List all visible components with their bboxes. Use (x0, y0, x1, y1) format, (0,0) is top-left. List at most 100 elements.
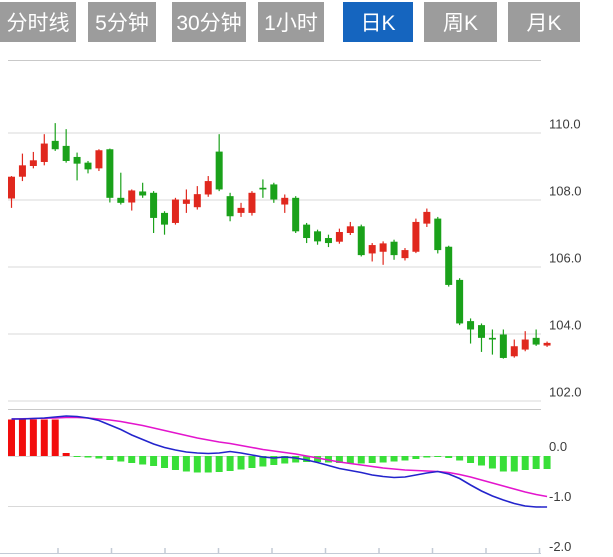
macd-histogram-bar (499, 456, 507, 472)
candle-body (73, 156, 81, 164)
candle-body (303, 224, 311, 239)
macd-histogram-bar (51, 419, 59, 456)
macd-histogram-bar (117, 456, 125, 462)
macd-histogram-bar (412, 456, 420, 459)
candle-body (29, 160, 37, 166)
macd-histogram-bar (281, 456, 289, 464)
candle-body (128, 190, 136, 203)
price-axis-label: 110.0 (549, 117, 581, 132)
candle-body (390, 241, 398, 256)
candle-body (335, 231, 343, 242)
candle-body (84, 162, 92, 170)
candle-body (171, 199, 179, 223)
macd-histogram-bar (488, 456, 496, 469)
macd-histogram-bar (40, 419, 48, 456)
candle-body (346, 226, 354, 233)
macd-histogram-bar (368, 456, 376, 463)
candle-body (521, 339, 529, 350)
candle-body (204, 181, 212, 195)
candle-body (117, 197, 125, 203)
candle-body (95, 150, 103, 169)
tab-daily-k[interactable]: 日K (343, 2, 413, 42)
candle-body (193, 194, 201, 208)
macd-histogram-bar (182, 456, 190, 472)
candle-body (237, 207, 245, 213)
candle-body (106, 149, 114, 198)
candle-body (182, 199, 190, 204)
candle-body (270, 184, 278, 200)
macd-histogram-bar (106, 456, 114, 460)
candle-body (51, 140, 59, 150)
candle-body (18, 165, 26, 177)
macd-histogram-bar (335, 456, 343, 463)
macd-histogram-bar (204, 456, 212, 473)
candle-body (357, 226, 365, 256)
tab-weekly-k[interactable]: 周K (424, 2, 497, 42)
tab-minute-line[interactable]: 分时线 (0, 2, 76, 42)
price-axis-label: 108.0 (549, 184, 582, 199)
macd-histogram-bar (193, 456, 201, 473)
candle-body (8, 176, 15, 199)
macd-histogram-bar (270, 456, 278, 465)
candle-body (248, 192, 256, 213)
macd-histogram-bar (18, 419, 26, 456)
candle-body (226, 196, 234, 217)
macd-histogram-bar (445, 456, 453, 458)
candle-body (434, 218, 442, 251)
macd-histogram-bar (379, 456, 387, 463)
macd-histogram-bar (467, 456, 475, 463)
macd-histogram-bar (401, 456, 409, 461)
candle-body (40, 143, 48, 162)
macd-histogram-bar (139, 456, 147, 465)
candle-body (215, 151, 223, 190)
macd-histogram-bar (292, 456, 300, 463)
macd-histogram-bar (161, 456, 169, 468)
candle-body (314, 231, 322, 242)
candle-body (445, 246, 453, 285)
macd-histogram-bar (423, 456, 431, 458)
macd-histogram-bar (8, 419, 15, 456)
candle-body (532, 337, 540, 345)
macd-histogram-bar (150, 456, 158, 466)
macd-histogram-bar (171, 456, 179, 470)
macd-histogram-bar (543, 456, 551, 469)
macd-histogram-bar (477, 456, 485, 466)
dea-line (11, 416, 548, 498)
candle-body (379, 243, 387, 252)
tab-1hour[interactable]: 1小时 (258, 2, 324, 42)
tab-5min[interactable]: 5分钟 (88, 2, 156, 42)
macd-histogram-bar (29, 419, 37, 456)
macd-histogram-bar (226, 456, 234, 471)
macd-histogram-bar (73, 456, 81, 457)
timeframe-toolbar: 分时线 5分钟 30分钟 1小时 日K 周K 月K (0, 2, 580, 42)
macd-histogram-bar (215, 456, 223, 472)
macd-histogram-bar (390, 456, 398, 462)
candle-body (401, 250, 409, 259)
tab-monthly-k[interactable]: 月K (508, 2, 580, 42)
candle-body (456, 279, 464, 324)
candle-body (259, 187, 267, 190)
macd-histogram-bar (357, 456, 365, 464)
macd-histogram-bar (510, 456, 518, 472)
candle-body (324, 238, 332, 244)
candle-body (467, 321, 475, 330)
price-axis-label: 106.0 (549, 251, 582, 266)
macd-axis-label: 0.0 (549, 439, 567, 454)
tab-30min[interactable]: 30分钟 (172, 2, 246, 42)
macd-histogram-bar (532, 456, 540, 469)
macd-histogram-bar (259, 456, 267, 467)
macd-histogram-bar (237, 456, 245, 470)
dif-line (11, 415, 548, 508)
macd-axis-label: -1.0 (549, 489, 571, 504)
candle-body (368, 245, 376, 254)
candle-body (62, 145, 70, 161)
macd-histogram-bar (95, 456, 103, 459)
macd-histogram-bar (346, 456, 354, 464)
candle-body (477, 325, 485, 338)
macd-histogram-bar (303, 456, 311, 462)
candle-body (499, 334, 507, 358)
candle-body (423, 211, 431, 224)
candle-body (488, 337, 496, 340)
candle-body (150, 192, 158, 218)
